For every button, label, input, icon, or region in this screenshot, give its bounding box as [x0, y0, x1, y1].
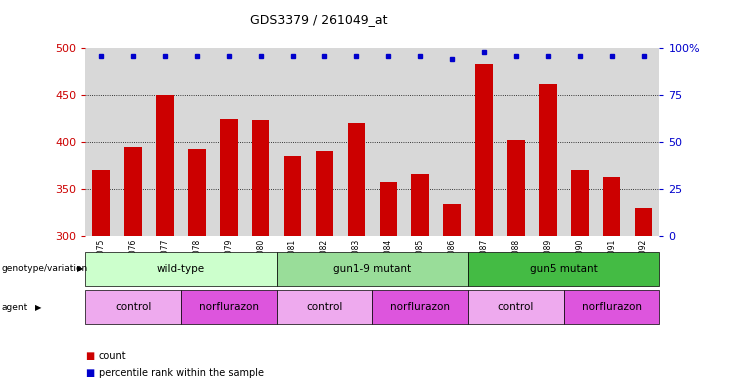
Bar — [443, 204, 461, 236]
Text: GDS3379 / 261049_at: GDS3379 / 261049_at — [250, 13, 388, 26]
Text: gun5 mutant: gun5 mutant — [530, 264, 598, 274]
Bar — [252, 121, 270, 236]
Text: norflurazon: norflurazon — [582, 302, 642, 312]
Text: genotype/variation: genotype/variation — [1, 264, 87, 273]
Text: ▶: ▶ — [35, 303, 41, 312]
Text: ▶: ▶ — [77, 264, 84, 273]
Text: control: control — [498, 302, 534, 312]
Bar — [411, 174, 429, 236]
Bar — [571, 170, 588, 236]
Text: ■: ■ — [85, 351, 94, 361]
Text: wild-type: wild-type — [157, 264, 205, 274]
Bar — [156, 95, 173, 236]
Text: agent: agent — [1, 303, 27, 312]
Bar — [220, 119, 238, 236]
Bar — [348, 123, 365, 236]
Bar — [316, 152, 333, 236]
Bar — [284, 156, 302, 236]
Text: ■: ■ — [85, 368, 94, 378]
Bar — [124, 147, 142, 236]
Text: count: count — [99, 351, 126, 361]
Bar — [603, 177, 620, 236]
Bar — [93, 170, 110, 236]
Bar — [539, 84, 556, 236]
Text: control: control — [115, 302, 151, 312]
Bar — [188, 149, 206, 236]
Text: gun1-9 mutant: gun1-9 mutant — [333, 264, 411, 274]
Text: norflurazon: norflurazon — [391, 302, 451, 312]
Bar — [475, 64, 493, 236]
Text: percentile rank within the sample: percentile rank within the sample — [99, 368, 264, 378]
Text: control: control — [306, 302, 342, 312]
Bar — [635, 208, 652, 236]
Text: norflurazon: norflurazon — [199, 302, 259, 312]
Bar — [379, 182, 397, 236]
Bar — [507, 140, 525, 236]
